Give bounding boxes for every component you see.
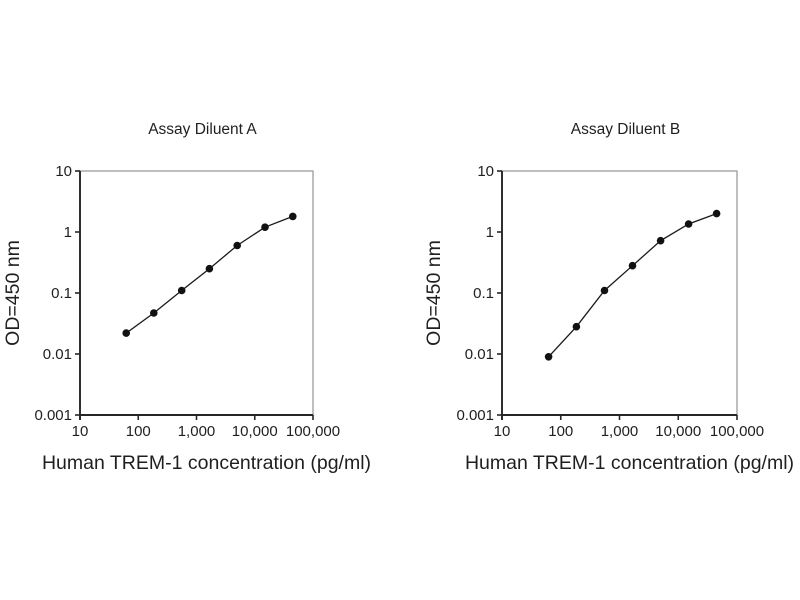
y-axis-label: OD=450 nm bbox=[423, 240, 445, 346]
chart-title: Assay Diluent B bbox=[571, 121, 680, 138]
x-tick-label: 1,000 bbox=[178, 423, 216, 440]
data-point bbox=[122, 329, 130, 337]
data-point bbox=[205, 264, 214, 273]
series-line bbox=[548, 212, 717, 358]
y-tick-label: 10 bbox=[477, 163, 494, 180]
chart-title: Assay Diluent A bbox=[148, 121, 257, 138]
x-axis-label: Human TREM-1 concentration (pg/ml) bbox=[42, 452, 371, 474]
y-tick-label: 0.1 bbox=[51, 285, 72, 302]
y-axis-label: OD=450 nm bbox=[2, 240, 24, 346]
x-tick-label: 10,000 bbox=[232, 423, 278, 440]
x-tick-label: 1,000 bbox=[601, 423, 639, 440]
y-tick-label: 0.1 bbox=[473, 285, 494, 302]
x-tick-label: 10,000 bbox=[655, 423, 701, 440]
data-point bbox=[177, 286, 186, 295]
y-tick-label: 0.001 bbox=[34, 407, 72, 424]
y-tick-label: 1 bbox=[64, 224, 72, 241]
data-point bbox=[150, 309, 158, 317]
data-point bbox=[656, 236, 665, 245]
y-tick-label: 0.01 bbox=[43, 346, 72, 363]
data-point bbox=[628, 261, 637, 270]
x-axis-label: Human TREM-1 concentration (pg/ml) bbox=[465, 452, 794, 474]
data-point bbox=[261, 223, 269, 231]
x-tick-label: 10 bbox=[494, 423, 511, 440]
data-point bbox=[289, 212, 297, 221]
plot-frame bbox=[79, 170, 314, 416]
y-tick-label: 1 bbox=[486, 224, 494, 241]
data-point bbox=[600, 286, 609, 295]
y-tick-label: 0.001 bbox=[456, 407, 494, 424]
plot-frame bbox=[501, 170, 738, 416]
x-tick-label: 100 bbox=[126, 423, 151, 440]
y-tick-label: 10 bbox=[55, 163, 72, 180]
data-point bbox=[233, 241, 241, 250]
data-point bbox=[684, 220, 693, 228]
x-tick-label: 100,000 bbox=[286, 423, 340, 440]
x-tick-label: 100 bbox=[548, 423, 573, 440]
data-point bbox=[544, 353, 553, 361]
x-tick-label: 10 bbox=[72, 423, 89, 440]
data-point bbox=[572, 322, 581, 331]
y-tick-label: 0.01 bbox=[465, 346, 494, 363]
x-tick-label: 100,000 bbox=[710, 423, 764, 440]
data-point bbox=[712, 209, 721, 218]
